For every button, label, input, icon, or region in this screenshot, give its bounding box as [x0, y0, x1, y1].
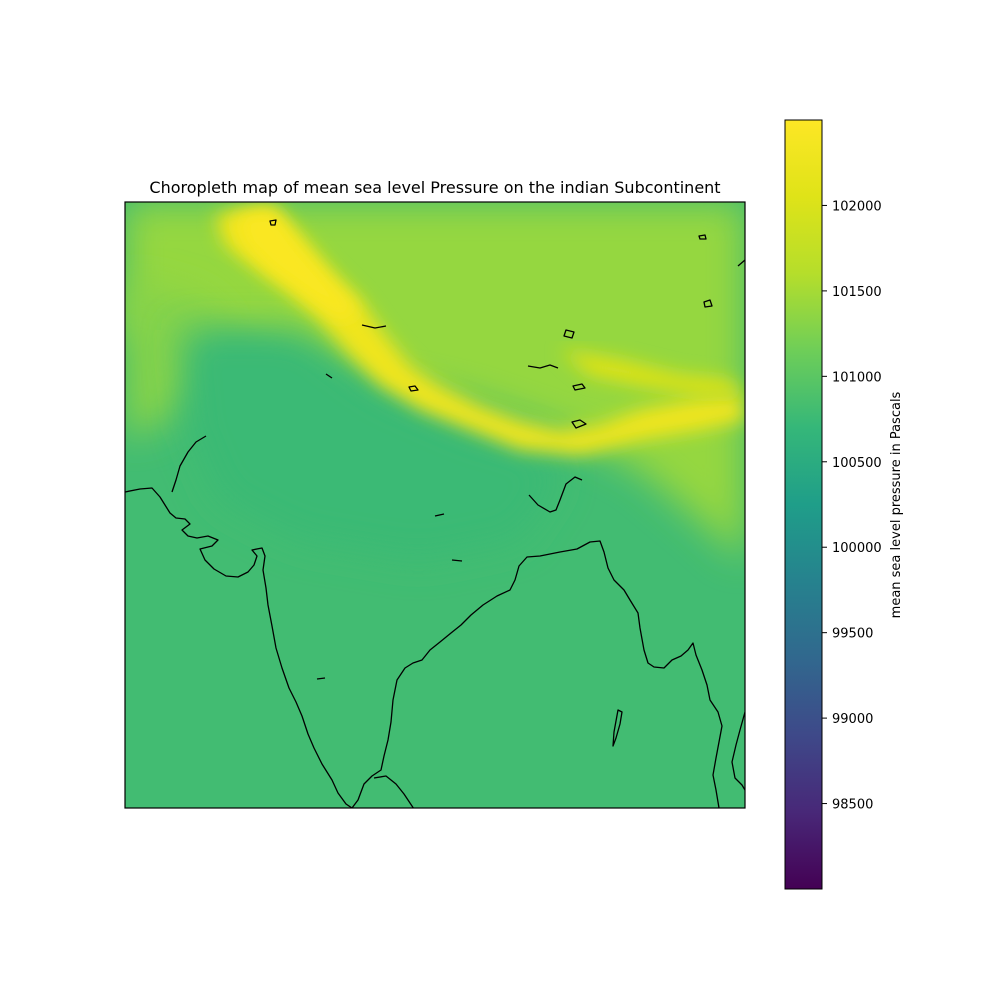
lake-13: [737, 259, 745, 267]
lake-10: [703, 299, 713, 308]
colorbar-tick-label: 99500: [832, 627, 873, 642]
lake-9: [563, 329, 575, 339]
field-ridge-core: [235, 210, 360, 320]
lake-8: [571, 419, 587, 429]
colorbar-frame: [784, 119, 823, 890]
field-west-highlands: [125, 280, 230, 440]
lake-14: [325, 373, 333, 379]
coastline-main: [125, 487, 723, 808]
lake-3: [528, 476, 583, 513]
map-frame: [124, 201, 746, 809]
colorbar-tick-label: 99000: [832, 712, 873, 727]
field-east-ridge: [560, 350, 745, 395]
lake-12: [451, 559, 463, 562]
colorbar: 98500 99000 99500 100000 100500 101000 101500 1…: [784, 119, 904, 890]
coastline-myanmar: [731, 711, 745, 791]
colorbar-label: mean sea level pressure in Pascals: [889, 391, 904, 618]
map-panel: [125, 202, 745, 808]
andaman-islands: [612, 709, 623, 747]
coastlines: [125, 219, 745, 808]
pressure-field: [125, 202, 745, 808]
colorbar-tick-label: 102000: [832, 199, 882, 214]
colorbar-tick-label: 101500: [832, 285, 882, 300]
colorbar-tick-label: 101000: [832, 370, 882, 385]
chart-title: Choropleth map of mean sea level Pressur…: [149, 178, 720, 197]
lake-11: [434, 513, 445, 517]
field-plains: [180, 330, 560, 560]
colorbar-tick-label: 98500: [832, 798, 873, 813]
lake-4: [361, 324, 387, 329]
field-plateau: [125, 202, 745, 560]
lake-2: [698, 234, 707, 240]
lake-6: [527, 364, 559, 369]
lake-5: [408, 385, 419, 392]
coastline-sri-lanka: [373, 775, 415, 808]
colorbar-ticks: 98500 99000 99500 100000 100500 101000 101500 1…: [822, 199, 882, 813]
colorbar-tick-label: 100500: [832, 456, 882, 471]
colorbar-tick-label: 100000: [832, 541, 882, 556]
coastline-kutch: [171, 435, 207, 493]
lake-15: [316, 677, 326, 680]
colorbar-gradient: [785, 120, 822, 889]
lake-7: [572, 383, 586, 391]
lake-1: [269, 219, 277, 226]
